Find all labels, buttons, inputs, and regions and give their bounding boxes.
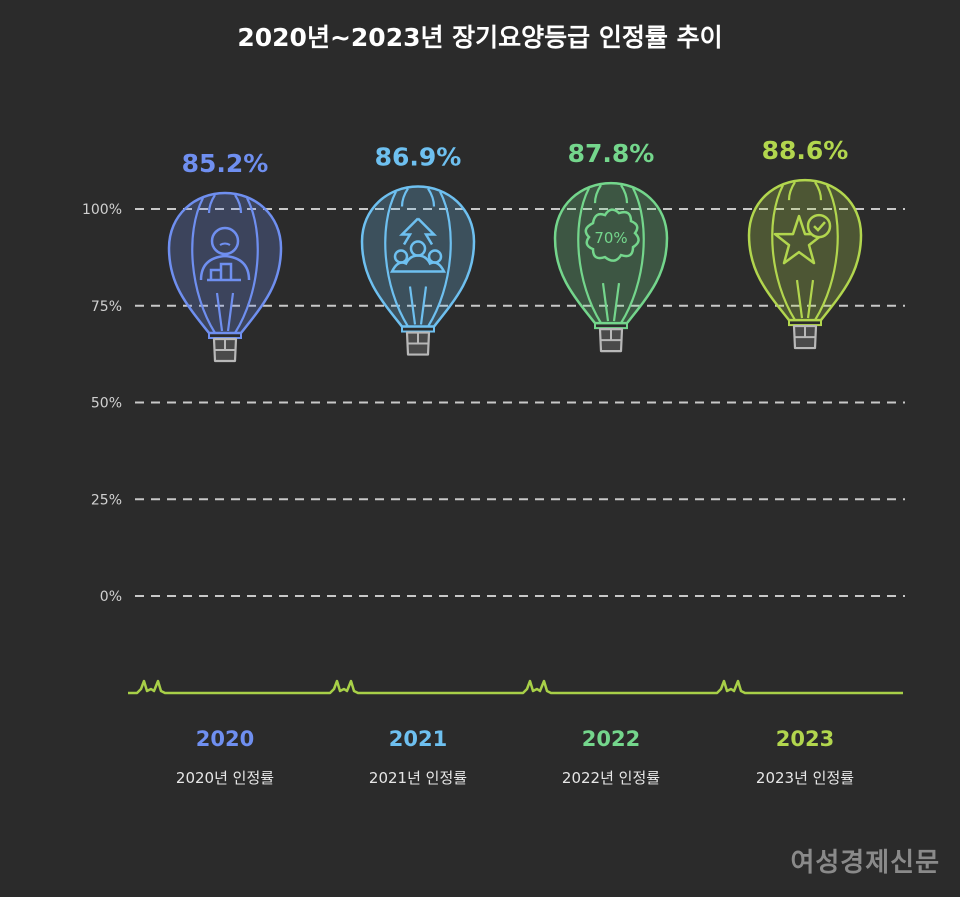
watermark-logo: 여성경제신문 — [790, 848, 940, 878]
chart-title: 2020년~2023년 장기요양등급 인정률 추이 — [237, 23, 723, 52]
category-label: 2023 — [776, 727, 834, 751]
value-label: 87.8% — [568, 139, 655, 168]
balloon-ribs — [771, 181, 839, 321]
cloud-70-percent-icon: 70% — [584, 208, 640, 262]
balloon-band — [788, 319, 822, 327]
balloon-envelope — [747, 178, 863, 322]
balloon-ribs — [191, 194, 259, 334]
y-tick-label: 100% — [82, 202, 122, 218]
y-tick-label: 25% — [91, 492, 122, 508]
category-sublabel: 2020년 인정률 — [176, 769, 274, 787]
balloon-2023 — [747, 178, 863, 350]
category-label: 2022 — [582, 727, 640, 751]
category-sublabel: 2022년 인정률 — [562, 769, 660, 787]
balloon-band — [594, 322, 628, 330]
svg-text:70%: 70% — [594, 229, 627, 247]
y-tick-label: 50% — [91, 396, 122, 412]
balloon-envelope — [553, 181, 669, 325]
person-chart-icon — [199, 226, 251, 282]
value-label: 85.2% — [182, 149, 269, 178]
balloon-ribs — [577, 184, 645, 324]
category-label: 2020 — [196, 727, 254, 751]
basket-lines — [407, 332, 429, 345]
balloon-2021 — [360, 185, 476, 356]
y-tick-label: 75% — [91, 299, 122, 315]
y-tick-label: 0% — [100, 589, 122, 605]
grass-ground-line — [128, 679, 903, 695]
category-sublabel: 2023년 인정률 — [756, 769, 854, 787]
category-label: 2021 — [389, 727, 447, 751]
basket-lines — [794, 326, 816, 339]
balloon-band — [401, 325, 435, 333]
balloon-band — [208, 332, 242, 339]
balloon-2022: 70% — [553, 181, 669, 353]
category-sublabel: 2021년 인정률 — [369, 769, 467, 787]
value-label: 88.6% — [762, 136, 849, 165]
basket-lines — [214, 339, 236, 351]
people-arrow-up-icon — [389, 217, 447, 273]
balloon-ribs — [384, 187, 452, 328]
balloon-2020 — [167, 191, 283, 363]
value-label: 86.9% — [375, 143, 462, 172]
basket-lines — [600, 329, 622, 342]
star-check-icon — [773, 213, 832, 265]
